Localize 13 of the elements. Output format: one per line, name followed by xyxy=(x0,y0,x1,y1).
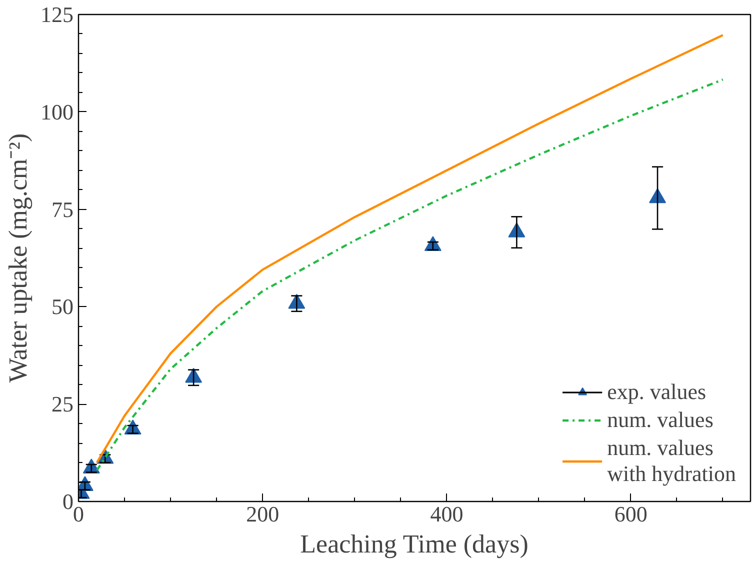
legend-label: num. values with hydration xyxy=(607,435,736,487)
x-tick-label: 200 xyxy=(246,502,280,526)
y-tick-label: 75 xyxy=(52,196,74,222)
legend-label: exp. values xyxy=(607,379,706,405)
x-tick-label: 600 xyxy=(614,502,648,526)
y-tick-label: 100 xyxy=(40,99,74,124)
x-axis-title: Leaching Time (days) xyxy=(300,530,528,558)
y-tick-label: 125 xyxy=(40,2,74,27)
y-tick-label: 25 xyxy=(52,392,74,417)
legend-label: num. values xyxy=(607,407,714,433)
y-axis-title: Water uptake (mg.cm⁻²) xyxy=(4,133,32,383)
x-tick-label: 400 xyxy=(430,502,464,526)
y-tick-label: 50 xyxy=(52,294,74,320)
